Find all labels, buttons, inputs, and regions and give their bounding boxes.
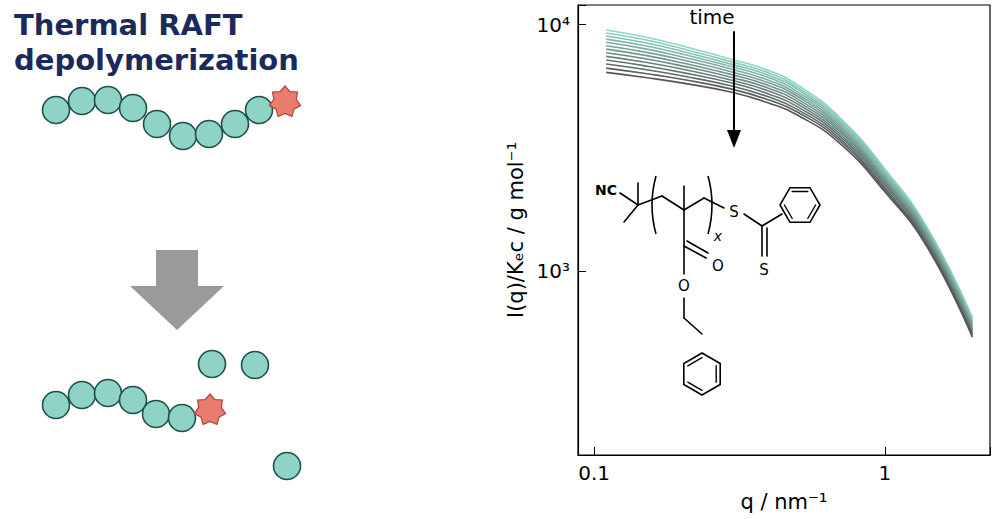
svg-text:O: O (712, 257, 724, 275)
svg-text:1: 1 (878, 461, 891, 485)
svg-text:time: time (689, 5, 734, 29)
svg-text:O: O (678, 277, 690, 295)
svg-text:10³: 10³ (537, 259, 570, 283)
svg-text:S: S (759, 261, 769, 279)
svg-text:S: S (729, 203, 739, 221)
svg-text:q / nm⁻¹: q / nm⁻¹ (740, 490, 827, 514)
svg-text:0.1: 0.1 (578, 461, 610, 485)
html-text:Thermal RAFT depolymerization: Thermal RAFT depolymerization (14, 8, 299, 77)
svg-text:x: x (713, 228, 723, 244)
svg-text:10⁴: 10⁴ (537, 13, 570, 37)
svg-text:NC: NC (595, 182, 617, 198)
svg-text:I(q)/Kₑc / g mol⁻¹: I(q)/Kₑc / g mol⁻¹ (504, 142, 528, 318)
